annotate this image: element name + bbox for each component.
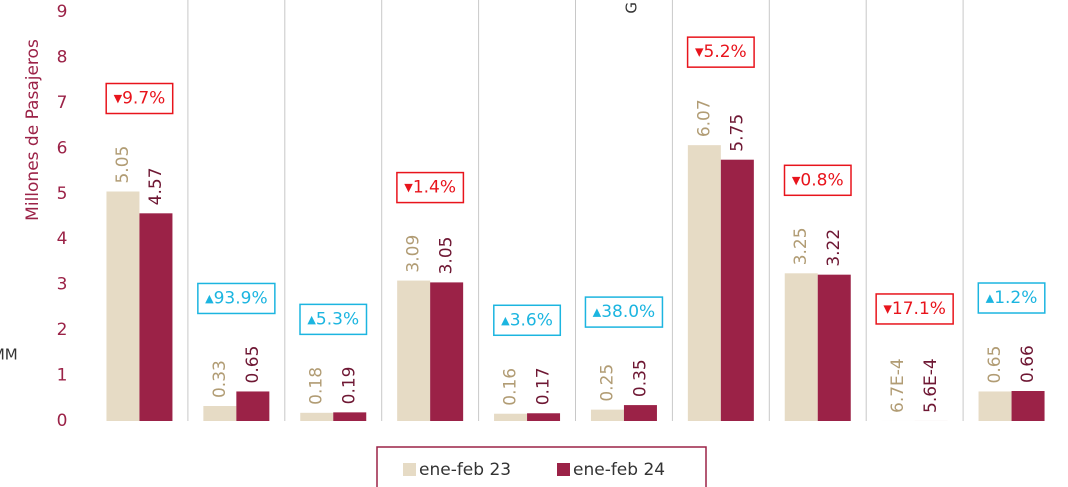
bar: [203, 406, 237, 421]
value-label: 0.25: [597, 364, 617, 402]
bar: [623, 405, 657, 421]
value-label: 0.33: [210, 360, 230, 398]
y-tick-label: 6: [57, 138, 68, 158]
bar: [817, 274, 851, 421]
y-axis-label: Millones de Pasajeros: [23, 39, 43, 221]
change-label: ▾5.2%: [695, 42, 747, 62]
bar: [300, 412, 334, 421]
value-label: 0.65: [985, 346, 1005, 384]
change-label: ▴3.6%: [501, 310, 553, 330]
bar: [494, 413, 528, 421]
value-label: 3.09: [404, 235, 424, 273]
bar: [527, 413, 561, 421]
change-box: [299, 303, 368, 336]
value-label: 0.16: [501, 368, 521, 406]
y-tick-label: 2: [57, 320, 68, 340]
y-tick-label: 8: [57, 47, 68, 67]
y-tick-label: 0: [57, 411, 68, 431]
bar: [106, 191, 140, 421]
change-box: [197, 282, 276, 315]
change-box: [686, 36, 755, 68]
bar: [687, 145, 721, 421]
change-box: [493, 304, 562, 337]
bar: [397, 280, 431, 421]
y-tick-label: 9: [57, 2, 68, 22]
change-label: ▾1.4%: [404, 178, 456, 198]
change-label: ▴1.2%: [986, 288, 1038, 308]
bar: [236, 391, 270, 421]
bar: [720, 159, 754, 421]
value-label: 4.57: [146, 167, 166, 205]
change-box: [105, 82, 174, 115]
bar: [333, 412, 367, 421]
change-box: [977, 282, 1046, 314]
clipped-text: G: [623, 2, 641, 14]
change-box: [875, 293, 954, 325]
legend-swatch: [557, 463, 570, 476]
value-label: 0.17: [534, 367, 554, 405]
change-label: ▴38.0%: [593, 302, 656, 322]
value-label: 3.22: [824, 229, 844, 267]
y-tick-label: 7: [57, 93, 68, 113]
change-label: ▾9.7%: [114, 89, 166, 109]
y-tick-label: 4: [57, 229, 68, 249]
legend-label: ene-feb 23: [419, 460, 511, 480]
value-label: 0.18: [307, 367, 327, 405]
value-label: 3.25: [791, 227, 811, 265]
bar: [1011, 391, 1045, 421]
legend-box: [376, 446, 707, 487]
value-label: 5.05: [113, 146, 133, 184]
value-label: 0.19: [340, 367, 360, 405]
change-box: [783, 164, 852, 197]
y-tick-label: 3: [57, 275, 68, 295]
change-box: [396, 171, 465, 204]
value-label: 0.65: [243, 346, 263, 384]
legend-swatch: [403, 463, 416, 476]
value-label: 6.07: [694, 99, 714, 137]
value-label: 0.66: [1018, 345, 1038, 383]
change-label: ▴5.3%: [307, 309, 359, 329]
bar: [784, 273, 818, 421]
y-tick-label: 5: [57, 184, 68, 204]
value-label: 0.35: [630, 359, 650, 397]
value-label: 3.05: [437, 237, 457, 275]
bar: [590, 409, 624, 421]
change-label: ▴93.9%: [205, 288, 268, 308]
value-label: 5.75: [727, 114, 747, 152]
value-label: 6.7E-4: [888, 358, 908, 413]
legend-label: ene-feb 24: [573, 460, 665, 480]
y-tick-label: 1: [57, 366, 68, 386]
bar: [430, 282, 464, 421]
bar: [139, 213, 173, 421]
change-box: [584, 296, 664, 328]
clipped-text: 0MM: [0, 346, 18, 364]
change-label: ▾0.8%: [792, 170, 844, 190]
bar: [978, 391, 1012, 421]
change-label: ▾17.1%: [883, 299, 946, 319]
value-label: 5.6E-4: [921, 358, 941, 413]
